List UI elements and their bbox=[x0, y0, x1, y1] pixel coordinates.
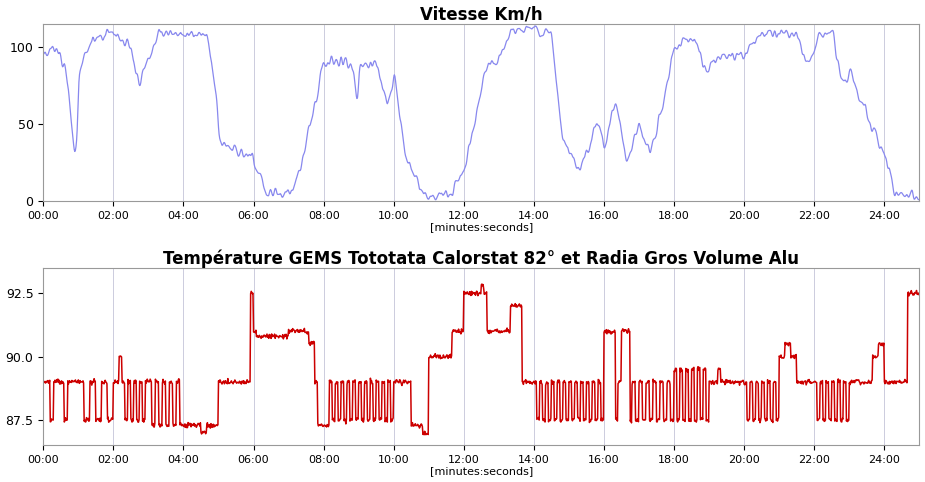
X-axis label: [minutes:seconds]: [minutes:seconds] bbox=[430, 467, 533, 476]
X-axis label: [minutes:seconds]: [minutes:seconds] bbox=[430, 222, 533, 232]
Title: Vitesse Km/h: Vitesse Km/h bbox=[420, 6, 543, 24]
Title: Température GEMS Tototata Calorstat 82° et Radia Gros Volume Alu: Température GEMS Tototata Calorstat 82° … bbox=[164, 249, 799, 268]
